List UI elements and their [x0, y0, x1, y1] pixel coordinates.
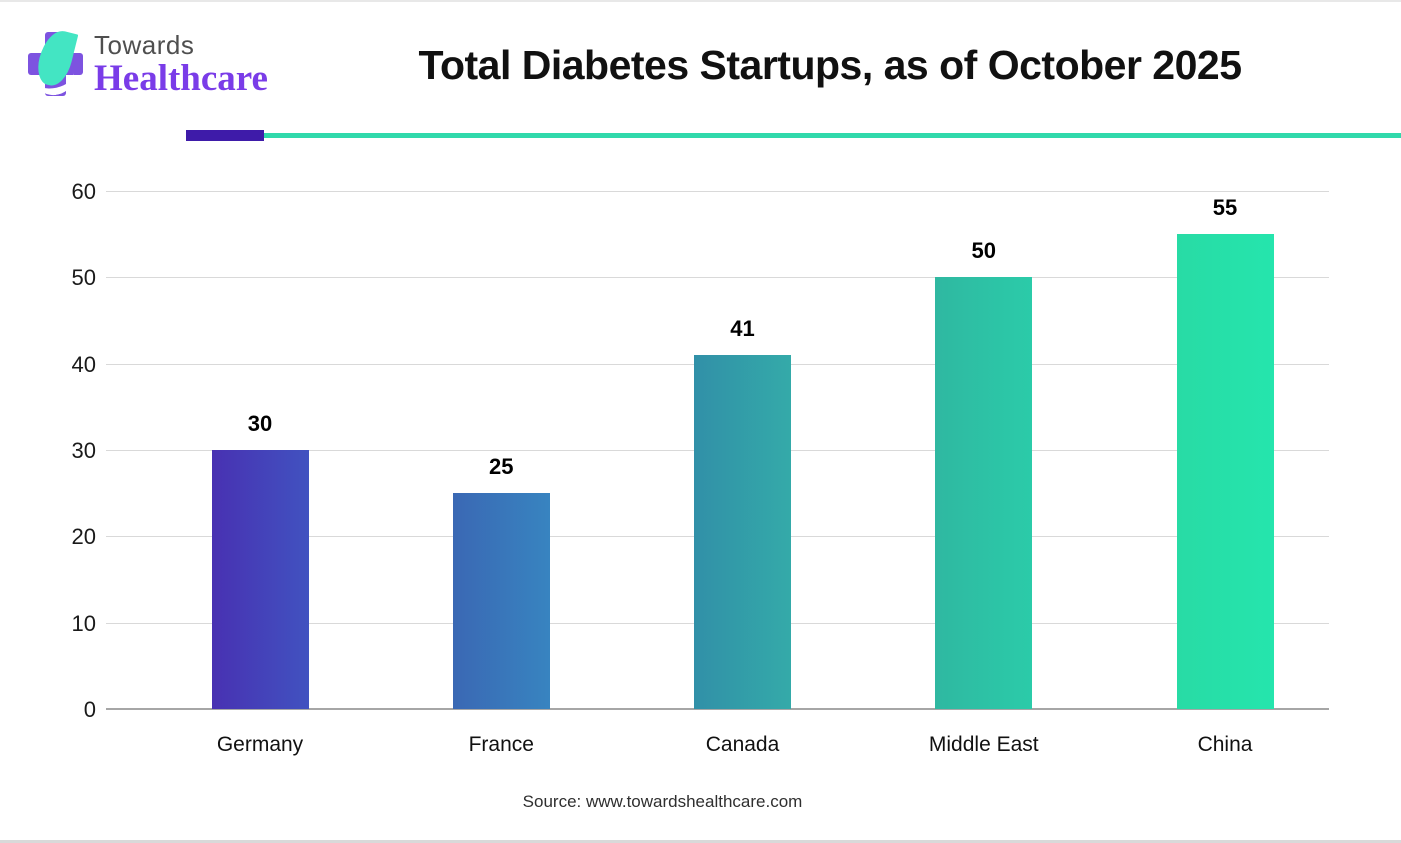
logo-text: Towards Healthcare: [94, 26, 268, 97]
x-category-label-canada: Canada: [705, 733, 780, 756]
bar-china: [1176, 234, 1274, 709]
gridline-0: [106, 708, 1329, 710]
y-tick-label-20: 20: [71, 524, 96, 550]
chart-title: Total Diabetes Startups, as of October 2…: [418, 42, 1242, 88]
logo-brand-line2: Healthcare: [94, 58, 268, 99]
value-label-canada: 41: [730, 316, 755, 342]
bottom-border: [0, 840, 1401, 843]
bar-canada: [694, 355, 791, 709]
towards-healthcare-logo: Towards Healthcare: [28, 26, 268, 99]
bar-france: [452, 493, 550, 709]
x-category-label-france: France: [468, 733, 534, 756]
x-category-label-germany: Germany: [216, 733, 304, 756]
plot-area: 30 25 41 50 55: [106, 191, 1329, 710]
value-label-germany: 30: [247, 411, 273, 436]
bar-middle-east: [935, 277, 1033, 709]
value-label-china: 55: [1212, 195, 1238, 221]
bar-germany: [211, 450, 309, 709]
x-category-label-middle-east: Middle East: [928, 733, 1039, 756]
logo-brand-line1: Towards: [94, 30, 195, 60]
source-caption: Source: www.towardshealthcare.com: [522, 792, 803, 811]
gridline-50: [106, 277, 1329, 279]
x-category-label-china: China: [1197, 733, 1253, 756]
divider-line: [264, 133, 1401, 138]
value-label-france: 25: [489, 454, 514, 480]
y-tick-label-40: 40: [71, 351, 96, 377]
y-tick-label-60: 60: [71, 179, 96, 204]
y-tick-label-0: 0: [83, 697, 96, 722]
y-tick-label-50: 50: [71, 265, 96, 291]
cross-leaf-logo-icon: [28, 26, 86, 99]
divider-accent-bar: [186, 130, 264, 141]
y-tick-label-30: 30: [71, 438, 96, 463]
gridline-60: [106, 191, 1329, 192]
value-label-middle-east: 50: [971, 238, 996, 264]
y-tick-label-10: 10: [71, 610, 96, 636]
